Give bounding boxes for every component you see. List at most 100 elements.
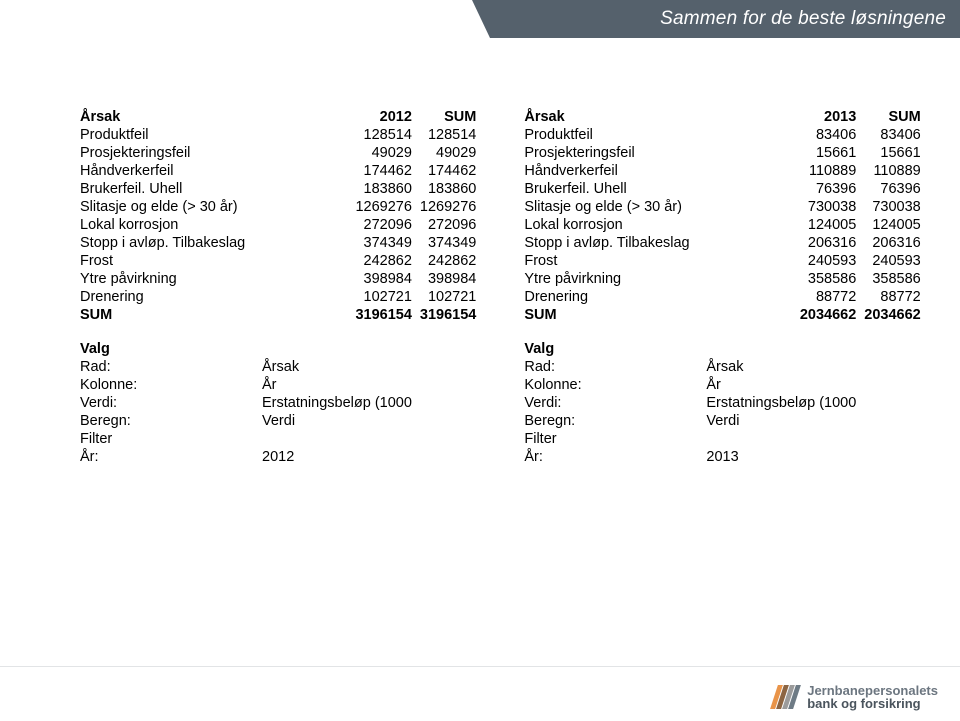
row-value-sum: 358586	[862, 270, 926, 288]
row-label: Brukerfeil. Uhell	[78, 180, 260, 198]
row-value-year: 242862	[260, 252, 418, 270]
header-banner: Sammen for de beste løsningene	[0, 0, 960, 42]
logo-line2: bank og forsikring	[807, 697, 938, 711]
	[418, 394, 482, 412]
row-value-year: 83406	[704, 126, 862, 144]
	[862, 394, 926, 412]
col-header-year: 2012	[260, 108, 418, 126]
row-value-sum: 206316	[862, 234, 926, 252]
row-value-year: 272096	[260, 216, 418, 234]
row-label: Produktfeil	[78, 126, 260, 144]
row-label: Slitasje og elde (> 30 år)	[522, 198, 704, 216]
	[418, 448, 482, 466]
meta-filter-label: Filter	[522, 430, 704, 448]
footer-rule	[0, 666, 960, 667]
row-value-sum: 183860	[418, 180, 482, 198]
meta-valg: Valg	[78, 340, 260, 358]
table-right: Årsak2013SUMProduktfeil8340683406Prosjek…	[522, 108, 926, 466]
data-table-left: Årsak2012SUMProduktfeil128514128514Prosj…	[78, 108, 482, 466]
meta-beregn-val: Verdi	[260, 412, 418, 430]
	[418, 412, 482, 430]
row-value-sum: 1269276	[418, 198, 482, 216]
meta-kolonne-label: Kolonne:	[78, 376, 260, 394]
meta-aar-val: 2013	[704, 448, 862, 466]
meta-aar-label: År:	[78, 448, 260, 466]
logo-text: Jernbanepersonalets bank og forsikring	[807, 684, 938, 711]
	[418, 358, 482, 376]
row-value-sum: 110889	[862, 162, 926, 180]
row-label: Drenering	[522, 288, 704, 306]
	[862, 376, 926, 394]
row-value-sum: 374349	[418, 234, 482, 252]
meta-verdi-label: Verdi:	[522, 394, 704, 412]
row-value-sum: 272096	[418, 216, 482, 234]
meta-kolonne-label: Kolonne:	[522, 376, 704, 394]
data-table-right: Årsak2013SUMProduktfeil8340683406Prosjek…	[522, 108, 926, 466]
row-value-year: 102721	[260, 288, 418, 306]
	[704, 430, 862, 448]
banner-strip: Sammen for de beste løsningene	[490, 0, 960, 38]
row-value-sum: 15661	[862, 144, 926, 162]
meta-kolonne-val: År	[704, 376, 862, 394]
row-value-sum: 174462	[418, 162, 482, 180]
row-value-sum: 88772	[862, 288, 926, 306]
	[862, 358, 926, 376]
row-value-year: 76396	[704, 180, 862, 198]
row-label: Stopp i avløp. Tilbakeslag	[78, 234, 260, 252]
	[862, 430, 926, 448]
row-value-year: 358586	[704, 270, 862, 288]
col-header-year: 2013	[704, 108, 862, 126]
row-value-year: 128514	[260, 126, 418, 144]
row-label: Produktfeil	[522, 126, 704, 144]
row-label: Prosjekteringsfeil	[78, 144, 260, 162]
row-value-sum: 240593	[862, 252, 926, 270]
meta-aar-label: År:	[522, 448, 704, 466]
meta-verdi-val: Erstatningsbeløp (1000	[704, 394, 862, 412]
meta-rad-val: Årsak	[260, 358, 418, 376]
	[704, 340, 862, 358]
meta-rad-val: Årsak	[704, 358, 862, 376]
row-label: Brukerfeil. Uhell	[522, 180, 704, 198]
row-value-year: 374349	[260, 234, 418, 252]
tables-area: Årsak2012SUMProduktfeil128514128514Prosj…	[0, 42, 960, 466]
row-value-sum: 398984	[418, 270, 482, 288]
row-value-year: 15661	[704, 144, 862, 162]
meta-verdi-label: Verdi:	[78, 394, 260, 412]
	[862, 340, 926, 358]
row-value-year: 183860	[260, 180, 418, 198]
col-header-sum: SUM	[418, 108, 482, 126]
	[418, 340, 482, 358]
row-label: Lokal korrosjon	[522, 216, 704, 234]
row-value-sum: 83406	[862, 126, 926, 144]
sum-total: 2034662	[862, 306, 926, 324]
row-value-year: 206316	[704, 234, 862, 252]
row-label: Frost	[522, 252, 704, 270]
col-header-label: Årsak	[522, 108, 704, 126]
logo-icon	[774, 685, 797, 709]
	[862, 448, 926, 466]
row-value-sum: 128514	[418, 126, 482, 144]
row-value-year: 730038	[704, 198, 862, 216]
footer-logo: Jernbanepersonalets bank og forsikring	[774, 684, 938, 711]
row-label: Lokal korrosjon	[78, 216, 260, 234]
	[862, 412, 926, 430]
meta-kolonne-val: År	[260, 376, 418, 394]
meta-aar-val: 2012	[260, 448, 418, 466]
row-value-year: 88772	[704, 288, 862, 306]
sum-total: 3196154	[418, 306, 482, 324]
meta-filter-label: Filter	[78, 430, 260, 448]
meta-beregn-label: Beregn:	[522, 412, 704, 430]
row-label: Stopp i avløp. Tilbakeslag	[522, 234, 704, 252]
col-header-sum: SUM	[862, 108, 926, 126]
logo-line1: Jernbanepersonalets	[807, 684, 938, 698]
banner-tagline: Sammen for de beste løsningene	[660, 8, 946, 30]
	[418, 430, 482, 448]
row-label: Prosjekteringsfeil	[522, 144, 704, 162]
row-value-year: 49029	[260, 144, 418, 162]
meta-rad-label: Rad:	[78, 358, 260, 376]
row-value-year: 124005	[704, 216, 862, 234]
banner-slash	[472, 0, 490, 38]
table-left: Årsak2012SUMProduktfeil128514128514Prosj…	[78, 108, 482, 466]
row-value-sum: 242862	[418, 252, 482, 270]
meta-beregn-val: Verdi	[704, 412, 862, 430]
